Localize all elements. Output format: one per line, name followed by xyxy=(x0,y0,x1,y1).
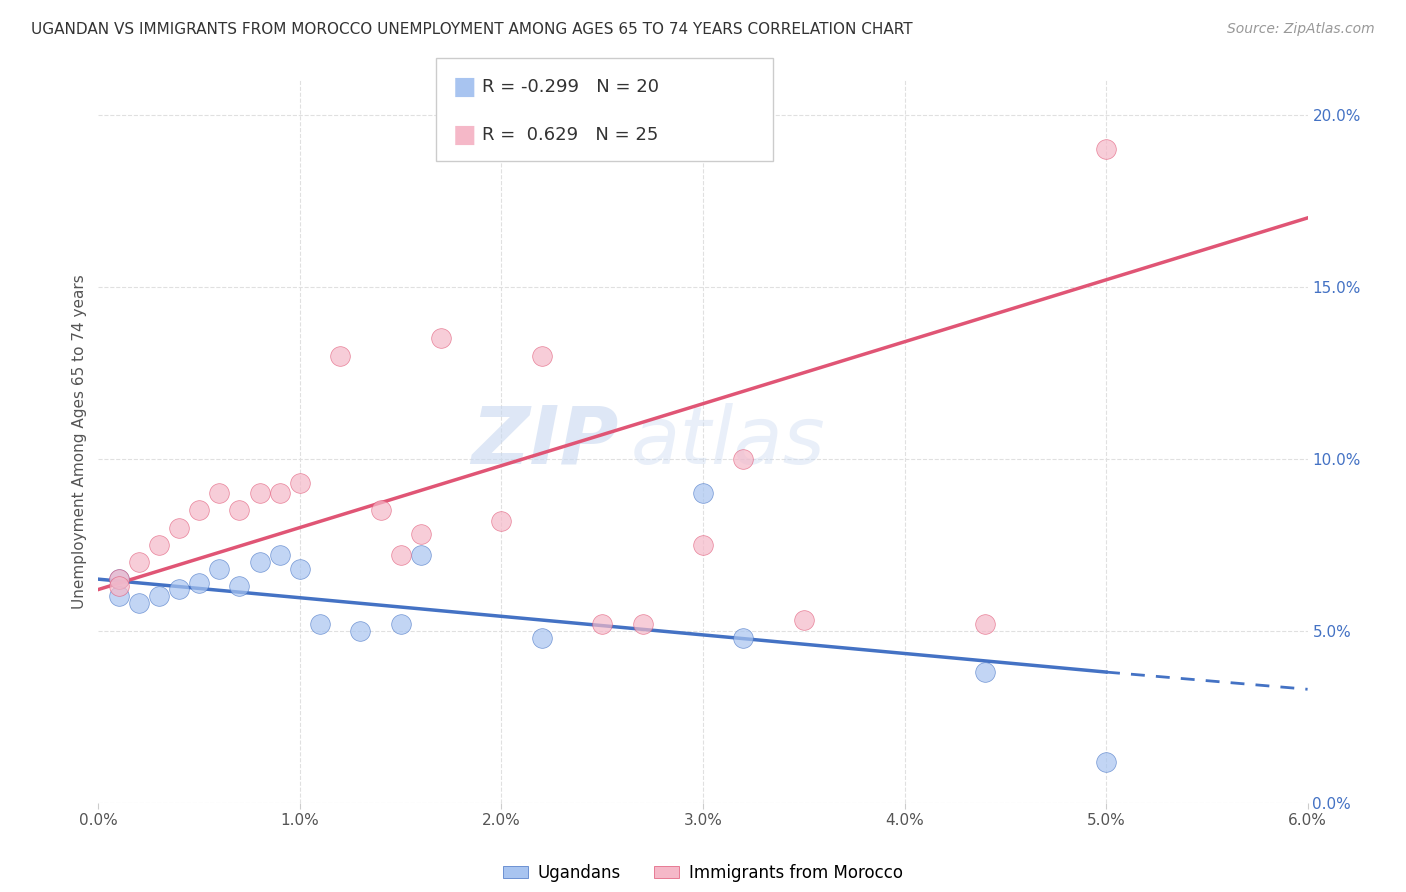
Point xyxy=(389,548,412,562)
Point xyxy=(692,538,714,552)
Point xyxy=(148,538,170,552)
Point xyxy=(107,572,129,586)
Point xyxy=(733,451,755,466)
Point xyxy=(409,548,432,562)
Point xyxy=(974,665,997,679)
Text: R =  0.629   N = 25: R = 0.629 N = 25 xyxy=(482,126,658,144)
Point xyxy=(228,503,250,517)
Point xyxy=(167,582,190,597)
Text: Source: ZipAtlas.com: Source: ZipAtlas.com xyxy=(1227,22,1375,37)
Point xyxy=(167,520,190,534)
Point xyxy=(288,562,311,576)
Point xyxy=(288,475,311,490)
Point xyxy=(430,331,453,345)
Point xyxy=(692,486,714,500)
Point xyxy=(269,548,291,562)
Point xyxy=(793,614,815,628)
Point xyxy=(631,616,654,631)
Point xyxy=(208,486,231,500)
Point xyxy=(491,514,513,528)
Point xyxy=(249,555,271,569)
Point xyxy=(188,575,211,590)
Text: ZIP: ZIP xyxy=(471,402,619,481)
Point xyxy=(128,596,150,610)
Point xyxy=(733,631,755,645)
Text: R = -0.299   N = 20: R = -0.299 N = 20 xyxy=(482,78,659,95)
Point xyxy=(208,562,231,576)
Point xyxy=(974,616,997,631)
Point xyxy=(188,503,211,517)
Point xyxy=(349,624,371,638)
Point xyxy=(530,349,553,363)
Text: ■: ■ xyxy=(453,123,477,147)
Text: UGANDAN VS IMMIGRANTS FROM MOROCCO UNEMPLOYMENT AMONG AGES 65 TO 74 YEARS CORREL: UGANDAN VS IMMIGRANTS FROM MOROCCO UNEMP… xyxy=(31,22,912,37)
Text: atlas: atlas xyxy=(630,402,825,481)
Point xyxy=(249,486,271,500)
Point xyxy=(1095,142,1118,156)
Legend: Ugandans, Immigrants from Morocco: Ugandans, Immigrants from Morocco xyxy=(496,857,910,888)
Point xyxy=(107,572,129,586)
Point xyxy=(591,616,613,631)
Point xyxy=(269,486,291,500)
Point xyxy=(107,579,129,593)
Point xyxy=(389,616,412,631)
Point xyxy=(148,590,170,604)
Text: ■: ■ xyxy=(453,75,477,99)
Point xyxy=(128,555,150,569)
Point xyxy=(409,527,432,541)
Y-axis label: Unemployment Among Ages 65 to 74 years: Unemployment Among Ages 65 to 74 years xyxy=(72,274,87,609)
Point xyxy=(1095,755,1118,769)
Point xyxy=(309,616,332,631)
Point xyxy=(370,503,392,517)
Point xyxy=(329,349,352,363)
Point xyxy=(530,631,553,645)
Point xyxy=(107,590,129,604)
Point xyxy=(228,579,250,593)
